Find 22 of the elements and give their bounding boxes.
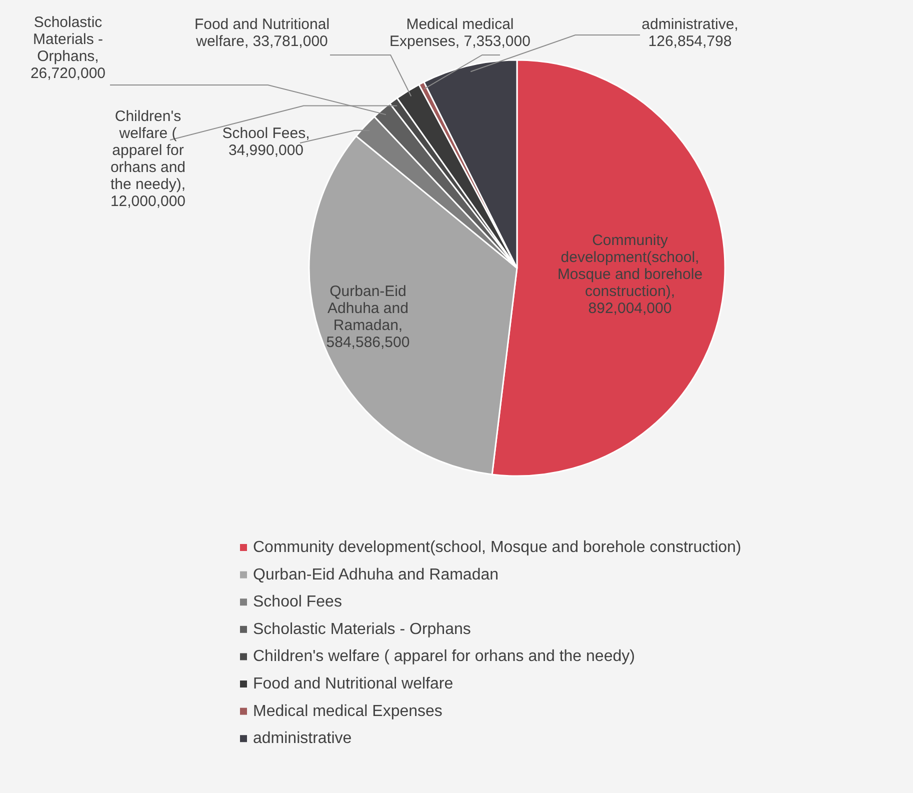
category-label: administrative, — [642, 16, 738, 33]
legend-label: Community development(school, Mosque and borehole construction) — [253, 539, 742, 556]
legend-label: Qurban-Eid Adhuha and Ramadan — [253, 566, 499, 584]
legend-label: Medical medical Expenses — [253, 702, 442, 720]
text: 12,000,000 — [110, 193, 186, 210]
text: 892,004,000 — [588, 300, 672, 317]
legend-label: Children's welfare ( apparel for orhans and the needy) — [253, 648, 635, 666]
category-label: Medical medical Expenses, 7,353,000 — [390, 16, 530, 50]
category-label: Children's welfare ( apparel for orhans and the needy), — [110, 108, 186, 193]
legend-label: Scholastic Materials - Orphans — [253, 620, 471, 638]
category-label: Qurban-Eid Adhuha and Ramadan, — [328, 283, 408, 334]
legend-label: Food and Nutritional welfare — [253, 676, 454, 692]
text: 34,990,000 — [228, 142, 304, 159]
category-label: Scholastic Materials - Orphans, — [32, 14, 104, 65]
category-label: Community development(school, Mosque and borehole construction), — [557, 232, 703, 300]
category-label: Food and Nutritional welfare, 33,781,000 — [194, 16, 330, 50]
legend-label: administrative — [253, 730, 352, 748]
category-label: School Fees, — [222, 125, 310, 142]
text: 126,854,798 — [648, 33, 732, 50]
text: 26,720,000 — [30, 65, 106, 82]
text: 584,586,500 — [326, 334, 410, 351]
legend-label: School Fees — [253, 594, 342, 611]
